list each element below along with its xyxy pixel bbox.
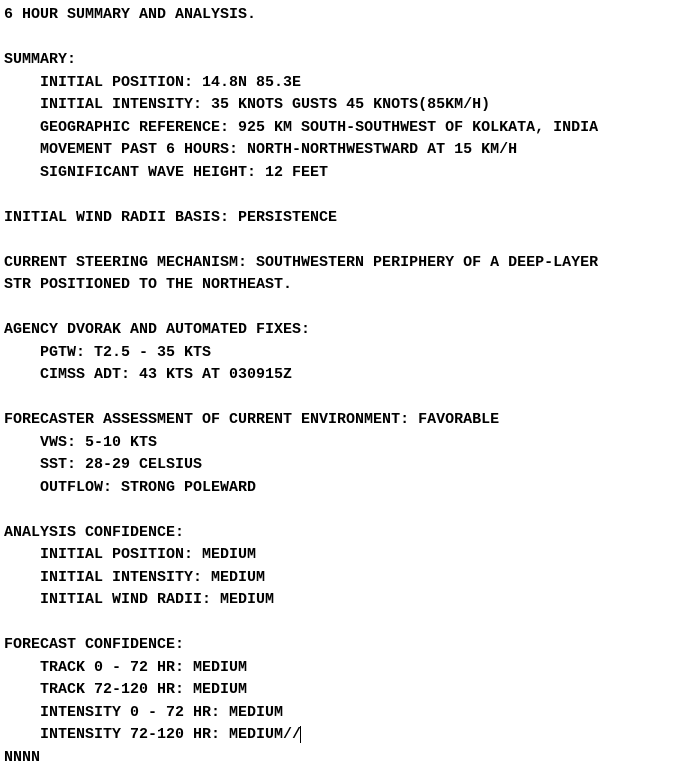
terminator: NNNN	[4, 749, 40, 766]
analysis-confidence-title: ANALYSIS CONFIDENCE:	[4, 524, 184, 541]
wind-radii-basis: INITIAL WIND RADII BASIS: PERSISTENCE	[4, 209, 337, 226]
analysis-wind-radii: INITIAL WIND RADII: MEDIUM	[40, 591, 274, 608]
environment-vws: VWS: 5-10 KTS	[40, 434, 157, 451]
summary-movement: MOVEMENT PAST 6 HOURS: NORTH-NORTHWESTWA…	[40, 141, 517, 158]
analysis-position: INITIAL POSITION: MEDIUM	[40, 546, 256, 563]
summary-geographic-reference: GEOGRAPHIC REFERENCE: 925 KM SOUTH-SOUTH…	[40, 119, 598, 136]
forecast-track-0-72: TRACK 0 - 72 HR: MEDIUM	[40, 659, 247, 676]
dvorak-pgtw: PGTW: T2.5 - 35 KTS	[40, 344, 211, 361]
weather-bulletin: 6 HOUR SUMMARY AND ANALYSIS. SUMMARY: IN…	[0, 0, 679, 773]
environment-outflow: OUTFLOW: STRONG POLEWARD	[40, 479, 256, 496]
forecast-intensity-72-120: INTENSITY 72-120 HR: MEDIUM//	[40, 726, 301, 743]
steering-line-1: CURRENT STEERING MECHANISM: SOUTHWESTERN…	[4, 254, 598, 271]
environment-title: FORECASTER ASSESSMENT OF CURRENT ENVIRON…	[4, 411, 499, 428]
forecast-confidence-title: FORECAST CONFIDENCE:	[4, 636, 184, 653]
analysis-intensity: INITIAL INTENSITY: MEDIUM	[40, 569, 265, 586]
dvorak-title: AGENCY DVORAK AND AUTOMATED FIXES:	[4, 321, 310, 338]
forecast-intensity-0-72: INTENSITY 0 - 72 HR: MEDIUM	[40, 704, 283, 721]
environment-sst: SST: 28-29 CELSIUS	[40, 456, 202, 473]
steering-line-2: STR POSITIONED TO THE NORTHEAST.	[4, 276, 292, 293]
header-line: 6 HOUR SUMMARY AND ANALYSIS.	[4, 6, 256, 23]
summary-initial-intensity: INITIAL INTENSITY: 35 KNOTS GUSTS 45 KNO…	[40, 96, 490, 113]
summary-wave-height: SIGNIFICANT WAVE HEIGHT: 12 FEET	[40, 164, 328, 181]
forecast-track-72-120: TRACK 72-120 HR: MEDIUM	[40, 681, 247, 698]
text-cursor	[300, 726, 301, 743]
summary-title: SUMMARY:	[4, 51, 76, 68]
dvorak-cimss: CIMSS ADT: 43 KTS AT 030915Z	[40, 366, 292, 383]
summary-initial-position: INITIAL POSITION: 14.8N 85.3E	[40, 74, 301, 91]
